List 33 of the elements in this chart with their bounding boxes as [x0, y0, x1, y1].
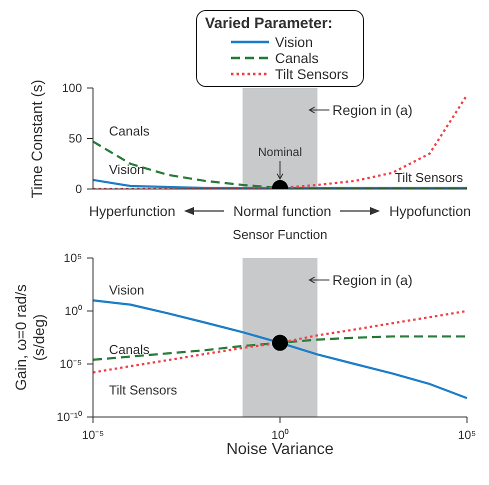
line-series: [93, 335, 467, 361]
band-label: Region in (a): [332, 272, 413, 288]
legend-label: Vision: [275, 34, 313, 50]
x-tick-label: 10⁰: [271, 428, 289, 442]
band-label: Region in (a): [332, 102, 413, 118]
annotation: Canals: [109, 124, 150, 139]
annotation: Vision: [109, 282, 144, 298]
y-tick-label: 10⁰: [64, 304, 82, 318]
annotation: Vision: [109, 162, 144, 177]
text: Normal function: [233, 203, 332, 219]
y-tick-label: 10⁻¹⁰: [56, 410, 82, 424]
y-tick-label: 10⁻⁵: [60, 357, 82, 371]
annotation: Tilt Sensors: [394, 170, 464, 185]
y-tick-label: 0: [75, 182, 82, 196]
line-series: [93, 299, 467, 400]
line-series: [93, 310, 467, 374]
legend-label: Canals: [275, 50, 319, 66]
text: Hyperfunction: [89, 203, 176, 219]
x-tick-label: 10⁵: [458, 428, 476, 442]
x-tick-label: 10⁻⁵: [82, 428, 104, 442]
x-axis-title: Noise Variance: [225, 441, 335, 459]
annotation: Nominal: [258, 144, 302, 159]
y-tick-label: 50: [68, 132, 82, 146]
y-tick-label: 10⁵: [64, 251, 82, 265]
y-tick-label: 100: [62, 81, 82, 95]
y-axis-title: Time Constant (s): [29, 79, 47, 198]
text: Hypofunction: [389, 203, 471, 219]
legend-title: Varied Parameter:: [205, 15, 334, 32]
annotation: Canals: [109, 342, 150, 357]
x-axis-title: Sensor Function: [232, 227, 328, 242]
y-axis-title: Gain, ω=0 rad/s (s/deg): [13, 284, 48, 391]
annotation: Tilt Sensors: [109, 382, 178, 398]
legend-label: Tilt Sensors: [275, 66, 348, 82]
